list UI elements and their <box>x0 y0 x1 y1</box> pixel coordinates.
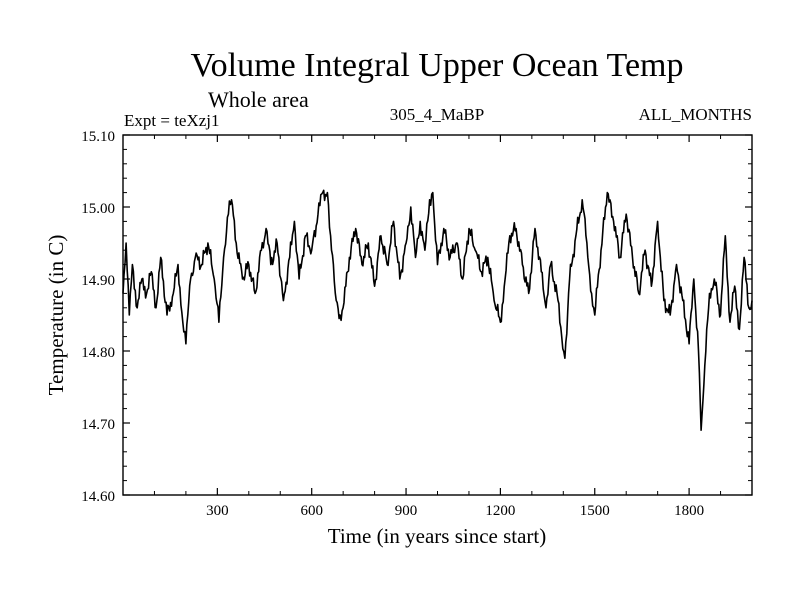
experiment-label: Expt = teXzj1 <box>124 111 220 130</box>
plot-series-group <box>122 189 753 432</box>
y-tick-label: 14.60 <box>81 489 115 505</box>
months-label: ALL_MONTHS <box>639 105 752 124</box>
x-tick-label: 900 <box>395 503 418 519</box>
period-label: 305_4_MaBP <box>390 105 484 124</box>
chart-title: Volume Integral Upper Ocean Temp <box>191 47 684 84</box>
y-tick-label: 15.00 <box>81 201 115 217</box>
series-line <box>122 189 753 432</box>
y-tick-label: 15.10 <box>81 129 115 145</box>
chart-subtitle: Whole area <box>208 87 309 112</box>
x-tick-label: 300 <box>206 503 229 519</box>
y-axis-label: Temperature (in C) <box>44 235 68 396</box>
y-tick-label: 14.80 <box>81 345 115 361</box>
plot-frame <box>122 134 753 496</box>
x-axis: 300 600 900 1200 1500 1800 <box>153 135 722 519</box>
x-tick-label: 1500 <box>580 503 610 519</box>
y-tick-label: 14.70 <box>81 417 115 433</box>
x-tick-label: 1800 <box>674 503 704 519</box>
x-tick-label: 1200 <box>485 503 515 519</box>
x-tick-label: 600 <box>300 503 323 519</box>
y-tick-label: 14.90 <box>81 273 115 289</box>
x-axis-label: Time (in years since start) <box>328 524 547 548</box>
